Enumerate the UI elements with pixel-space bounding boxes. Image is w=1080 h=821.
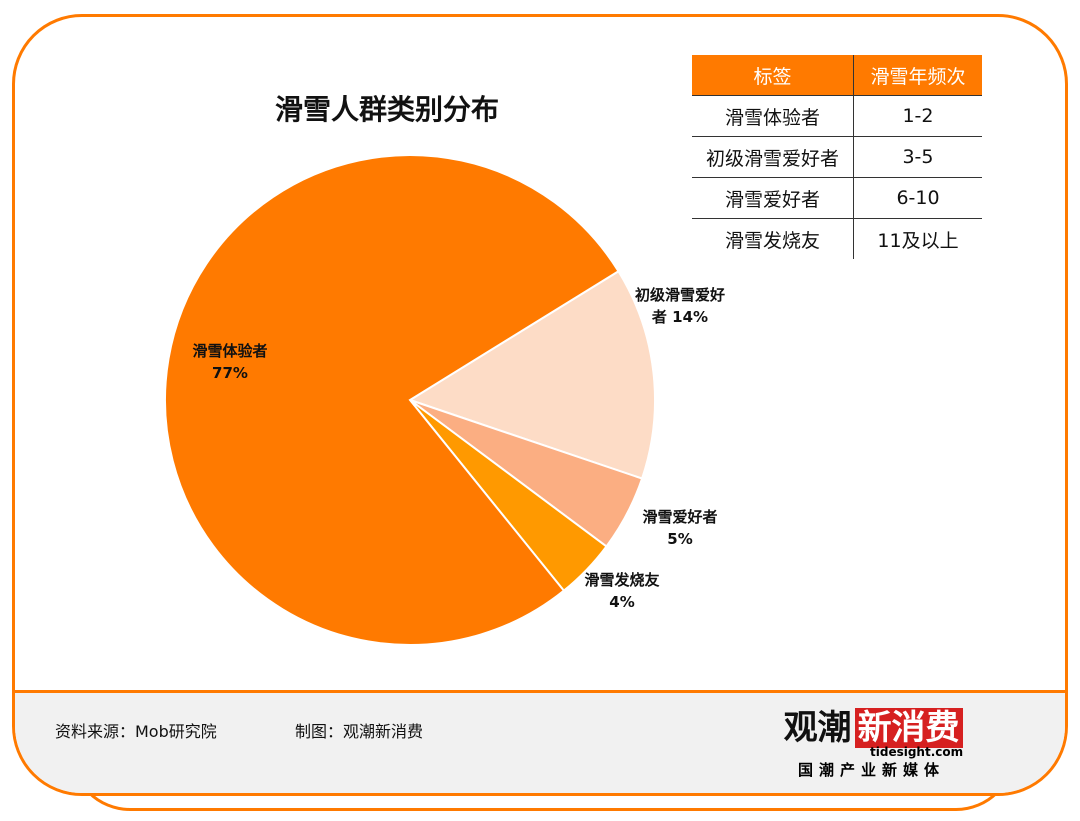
logo-url: tidesight.com (870, 745, 964, 759)
table-cell: 1-2 (853, 95, 982, 137)
chart-title: 滑雪人群类别分布 (275, 93, 500, 126)
slice-label: 滑雪发烧友 4% (584, 571, 659, 611)
table-cell: 滑雪发烧友 (692, 218, 854, 259)
table-header-row: 标签 滑雪年频次 (692, 55, 982, 96)
table-row: 滑雪发烧友 11及以上 (692, 218, 982, 259)
source-text: 资料来源：Mob研究院 (55, 722, 217, 741)
table-cell: 3-5 (853, 136, 982, 178)
slice-label: 滑雪体验者 77% (192, 342, 267, 382)
logo-slogan: 国潮产业新媒体 (798, 761, 946, 779)
logo: 观潮 新消费 tidesight.com 国潮产业新媒体 (780, 700, 963, 780)
table-cell: 11及以上 (853, 218, 982, 259)
frequency-table: 标签 滑雪年频次 滑雪体验者 1-2 初级滑雪爱好者 3-5 滑雪爱好者 6-10 滑… (692, 55, 982, 259)
table-row: 滑雪体验者 1-2 (692, 95, 982, 137)
slice-label: 初级滑雪爱好者 14% (635, 286, 725, 326)
pie-slice (407, 269, 656, 480)
logo-highlight: 新消费 (854, 708, 963, 748)
logo-name: 观潮 (783, 708, 852, 748)
table-cell: 滑雪爱好者 (692, 177, 854, 219)
slice-label: 滑雪爱好者 5% (642, 508, 717, 548)
made-by-text: 制图：观潮新消费 (295, 722, 424, 741)
table-cell: 6-10 (853, 177, 982, 219)
table-cell: 初级滑雪爱好者 (692, 136, 854, 178)
pie-slice (164, 154, 620, 646)
table-cell: 滑雪体验者 (692, 95, 854, 137)
table-row: 滑雪爱好者 6-10 (692, 177, 982, 219)
table-row: 初级滑雪爱好者 3-5 (692, 136, 982, 178)
table-header: 标签 (692, 55, 854, 96)
table-header: 滑雪年频次 (853, 55, 982, 96)
